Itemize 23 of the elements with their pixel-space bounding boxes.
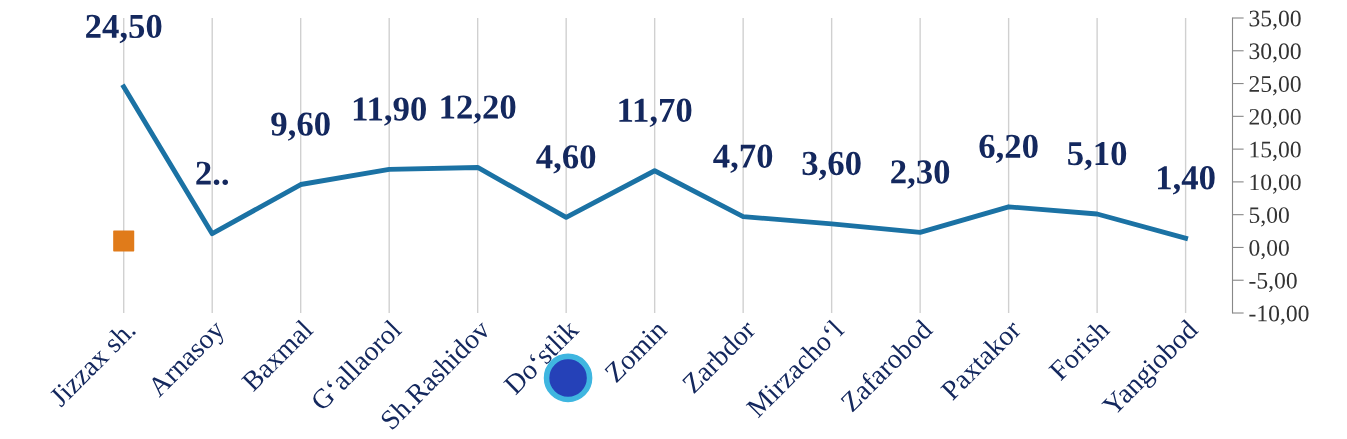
y-tick-label: 30,00 bbox=[1249, 43, 1301, 63]
data-label: 9,60 bbox=[271, 112, 330, 141]
data-label: 12,20 bbox=[441, 95, 516, 124]
y-tick-label: 10,00 bbox=[1250, 174, 1301, 194]
data-label: 4,60 bbox=[536, 145, 596, 174]
y-tick-label: 15,00 bbox=[1250, 141, 1301, 161]
data-label: 1,40 bbox=[1158, 166, 1215, 195]
data-label: 4,70 bbox=[713, 144, 773, 173]
y-tick-label: 5,00 bbox=[1249, 207, 1289, 227]
y-tick-label: 35,00 bbox=[1249, 10, 1301, 30]
data-label: 24,50 bbox=[86, 14, 162, 44]
y-tick-label: -10,00 bbox=[1249, 305, 1309, 325]
data-label: 6,20 bbox=[979, 134, 1038, 164]
y-tick-label: 20,00 bbox=[1249, 108, 1301, 129]
data-label: 11,70 bbox=[619, 98, 692, 128]
data-label: 5,10 bbox=[1068, 141, 1127, 171]
y-tick-label: 0,00 bbox=[1249, 239, 1289, 260]
data-label: 2,30 bbox=[891, 160, 950, 189]
data-label: 2.. bbox=[196, 161, 229, 186]
y-tick-label: 25,00 bbox=[1249, 76, 1301, 96]
data-label: 11,90 bbox=[353, 97, 426, 126]
data-label: 3,60 bbox=[802, 151, 861, 181]
y-tick-label: -5,00 bbox=[1249, 272, 1297, 293]
